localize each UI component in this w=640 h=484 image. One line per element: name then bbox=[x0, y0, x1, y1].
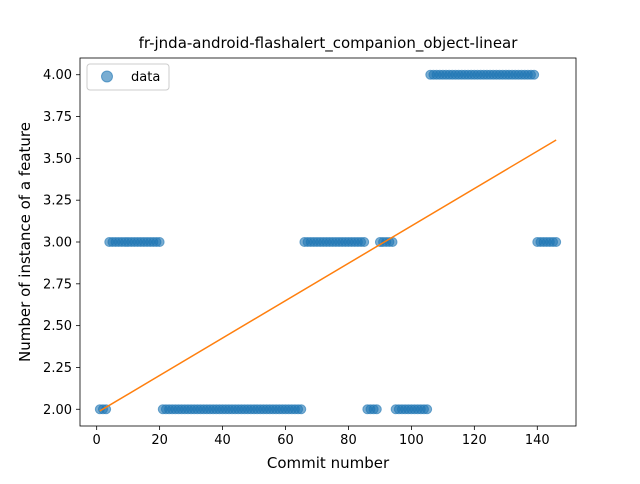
y-tick-label: 2.00 bbox=[43, 403, 72, 418]
data-point bbox=[154, 237, 165, 247]
y-tick-label: 3.25 bbox=[43, 194, 72, 209]
data-point bbox=[296, 404, 307, 415]
x-tick-label: 120 bbox=[462, 433, 487, 448]
x-tick-label: 100 bbox=[399, 433, 424, 448]
y-tick-label: 2.25 bbox=[43, 361, 72, 376]
y-axis-label: Number of instance of a feature bbox=[16, 122, 34, 362]
y-tick-label: 3.50 bbox=[43, 152, 72, 167]
data-point bbox=[359, 237, 370, 247]
y-axis: 2.00 2.25 2.50 2.75 3.00 3.25 3.50 3.75 4.00 bbox=[43, 68, 80, 418]
chart-title: fr-jnda-android-flashalert_companion_obj… bbox=[139, 34, 519, 53]
legend-label-data: data bbox=[131, 70, 160, 85]
y-tick-label: 3.75 bbox=[43, 110, 72, 125]
y-tick-label: 3.00 bbox=[43, 236, 72, 251]
x-tick-label: 80 bbox=[340, 433, 357, 448]
legend-box bbox=[86, 63, 170, 91]
x-tick-label: 0 bbox=[93, 433, 101, 448]
x-tick-label: 20 bbox=[151, 433, 168, 448]
legend-marker-data bbox=[101, 70, 113, 83]
x-tick-label: 140 bbox=[525, 433, 550, 448]
data-point bbox=[551, 237, 562, 247]
x-axis: 0 20 40 60 80 100 120 140 bbox=[93, 426, 550, 448]
x-tick-label: 40 bbox=[214, 433, 231, 448]
x-tick-label: 60 bbox=[277, 433, 294, 448]
data-point bbox=[422, 404, 433, 415]
data-point bbox=[529, 69, 540, 80]
y-tick-label: 2.75 bbox=[43, 277, 72, 292]
x-axis-label: Commit number bbox=[267, 454, 390, 472]
y-tick-label: 4.00 bbox=[43, 68, 72, 83]
plot-area bbox=[79, 57, 577, 427]
data-point bbox=[371, 404, 382, 415]
y-tick-label: 2.50 bbox=[43, 319, 72, 334]
trend-line bbox=[99, 139, 557, 412]
legend: data bbox=[86, 63, 170, 91]
